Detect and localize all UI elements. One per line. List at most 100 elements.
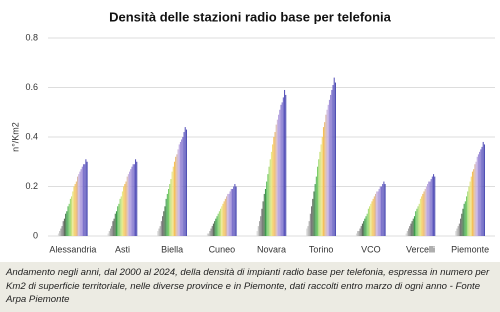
bar [81, 166, 83, 236]
bar [163, 211, 165, 236]
bar [108, 231, 110, 236]
bar [120, 196, 122, 236]
bar [211, 226, 213, 236]
y-tick-label: 0.6 [25, 82, 38, 92]
bar [86, 161, 88, 236]
bar [224, 198, 226, 236]
bar [281, 102, 283, 236]
bar [372, 198, 374, 236]
bar [431, 176, 433, 236]
bar [133, 164, 135, 236]
bar [118, 203, 120, 236]
bar [229, 191, 231, 236]
bar [79, 171, 81, 236]
bar [176, 154, 178, 236]
bar [136, 161, 138, 236]
bar [68, 203, 70, 236]
bar [160, 221, 162, 236]
bar [330, 94, 332, 236]
bar [107, 233, 109, 236]
bar [373, 196, 375, 236]
bar [135, 159, 137, 236]
bar [364, 218, 366, 236]
bar [429, 181, 431, 236]
bar [162, 216, 164, 236]
bar [433, 174, 435, 236]
bar [311, 206, 313, 236]
bar [469, 181, 471, 236]
bar [71, 196, 73, 236]
bar [357, 231, 359, 236]
bar [235, 186, 237, 236]
bar [85, 159, 87, 236]
bar [178, 144, 180, 236]
bar [384, 184, 386, 236]
bar [69, 198, 71, 236]
bar [418, 203, 420, 236]
bar [464, 201, 466, 236]
bar [111, 226, 113, 236]
bar [73, 186, 75, 236]
bar [319, 151, 321, 236]
bar [159, 226, 161, 236]
bar [413, 216, 416, 236]
bar [424, 188, 426, 236]
bar [61, 226, 63, 236]
bar [322, 127, 325, 236]
bar [217, 213, 219, 236]
bar [157, 231, 159, 236]
bar [482, 141, 484, 236]
bar [179, 141, 181, 236]
bar [209, 231, 211, 236]
bar [410, 223, 412, 236]
bar [206, 233, 209, 236]
bar [471, 171, 474, 236]
bar [380, 186, 383, 236]
bar [361, 223, 363, 236]
x-tick-label: Vercelli [406, 244, 435, 254]
bar [318, 159, 320, 236]
bar [231, 188, 234, 236]
bar [405, 233, 407, 236]
bar [473, 169, 475, 236]
bar [456, 228, 458, 236]
bar [212, 223, 214, 236]
y-tick-label: 0.8 [25, 32, 38, 42]
bar [378, 188, 380, 236]
bar [257, 226, 259, 236]
bar [406, 231, 408, 236]
x-tick-label: VCO [361, 244, 381, 254]
bar [412, 218, 414, 236]
bar [260, 216, 262, 236]
bar [63, 218, 65, 236]
bar [273, 137, 275, 236]
bar [331, 89, 333, 236]
bar [82, 164, 85, 236]
bar [210, 228, 212, 236]
bar [465, 196, 468, 236]
bar [226, 196, 228, 236]
bar [80, 169, 82, 236]
bar [183, 132, 185, 236]
bar [334, 82, 336, 236]
bar [214, 221, 216, 236]
x-tick-label: Alessandria [49, 244, 96, 254]
bar [276, 119, 278, 236]
bar [365, 216, 367, 236]
bar [126, 176, 128, 236]
bar [216, 216, 218, 236]
bar [77, 176, 79, 236]
bar [379, 186, 381, 236]
bar [272, 144, 274, 236]
bar [75, 181, 77, 236]
bar [57, 233, 60, 236]
bar [370, 203, 372, 236]
bar [358, 231, 360, 236]
bar [355, 233, 358, 236]
bar [425, 186, 427, 236]
bar [312, 198, 314, 236]
bar [222, 203, 224, 236]
bar [333, 77, 335, 236]
bar [327, 104, 329, 236]
y-tick-label: 0.2 [25, 181, 38, 191]
